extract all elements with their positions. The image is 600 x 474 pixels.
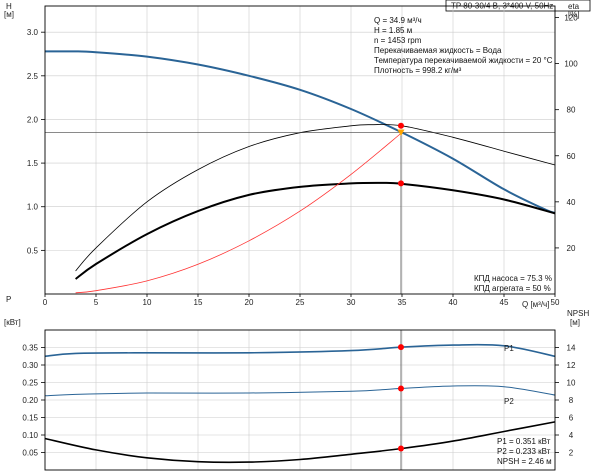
- lower-y-right-unit: [м]: [570, 318, 580, 327]
- lower-y-left-label: P: [6, 295, 11, 304]
- upper-curves: [44, 50, 556, 294]
- lower-y-left-tick-label: 0.35: [22, 344, 38, 353]
- info-fluid: Перекачиваемая жидкость = Вода: [374, 46, 502, 55]
- lower-y-left-tick-label: 0.25: [22, 379, 38, 388]
- info-density: Плотность = 998.2 кг/м³: [374, 66, 462, 75]
- lower-plot-frame: [44, 329, 556, 471]
- x-axis-tick-label: 25: [296, 298, 305, 307]
- lower-curves: [44, 330, 556, 470]
- x-axis-tick-label: 15: [194, 298, 203, 307]
- upper-y-right-unit: [%]: [568, 10, 580, 19]
- x-axis-tick-label: 20: [245, 298, 254, 307]
- upper-y-left-unit: [м]: [4, 10, 14, 19]
- info-temperature: Температура перекачиваемой жидкости = 20…: [374, 56, 553, 65]
- lower-tick-labels: 0.05 0.10 0.15 0.20 0.25 0.30 0.35 2 4 6 8 10 12 14: [22, 344, 576, 458]
- upper-y-left-tick-label: 3.0: [27, 28, 39, 37]
- unit-efficiency-curve: [74, 181, 556, 280]
- p1-marker: [397, 344, 404, 351]
- upper-y-left-tick-label: 1.5: [27, 159, 39, 168]
- lower-y-left-tick-label: 0.15: [22, 414, 38, 423]
- lower-y-left-tick-label: 0.20: [22, 396, 38, 405]
- x-axis-tick-label: 45: [500, 298, 509, 307]
- lower-y-right-tick-label: 14: [567, 344, 576, 353]
- efficiency-info: КПД насоса = 75.3 % КПД агрегата = 50 %: [474, 274, 552, 293]
- npsh-marker: [397, 445, 404, 452]
- lower-y-left-tick-label: 0.30: [22, 361, 38, 370]
- lower-y-left-unit: [кВт]: [4, 318, 21, 327]
- p2-curve-label: P2: [504, 397, 514, 406]
- upper-plot-frame: [44, 5, 556, 295]
- upper-y-left-tick-label: 1.0: [27, 203, 39, 212]
- lower-y-left-tick-label: 0.10: [22, 431, 38, 440]
- upper-y-right-tick-label: 80: [567, 106, 576, 115]
- system-curve: [75, 132, 403, 294]
- power-info: P1 = 0.351 кВт P2 = 0.233 кВт NPSH = 2.4…: [497, 437, 552, 466]
- x-axis-label: Q [м³/ч]: [522, 300, 549, 309]
- info-p1: P1 = 0.351 кВт: [497, 437, 551, 446]
- info-speed: n = 1453 rpm: [374, 36, 422, 45]
- p1-curve: [44, 343, 556, 358]
- info-npsh: NPSH = 2.46 м: [497, 457, 552, 466]
- upper-y-left-label: H: [6, 2, 12, 11]
- x-axis-tick-label: 30: [347, 298, 356, 307]
- p2-marker: [397, 385, 404, 392]
- pump-efficiency-curve: [75, 124, 556, 272]
- pump-efficiency-marker: [397, 122, 404, 129]
- title-box: [445, 0, 591, 12]
- lower-y-right-tick-label: 10: [567, 379, 576, 388]
- upper-y-right-tick-label: 120: [564, 14, 578, 23]
- upper-y-left-tick-label: 2.5: [27, 72, 39, 81]
- unit-efficiency-marker: [397, 180, 404, 187]
- upper-y-right-tick-label: 60: [567, 152, 576, 161]
- lower-y-right-tick-label: 2: [569, 449, 574, 458]
- lower-plot-area: 0.05 0.10 0.15 0.20 0.25 0.30 0.35 2 4 6 8 10 12 14: [22, 329, 576, 471]
- npsh-curve: [44, 421, 556, 464]
- x-axis-tick-label: 40: [449, 298, 458, 307]
- x-axis-tick-label: 5: [94, 298, 99, 307]
- lower-y-right-tick-label: 12: [567, 361, 576, 370]
- lower-y-right-tick-label: 6: [569, 414, 574, 423]
- info-p2: P2 = 0.233 кВт: [497, 447, 551, 456]
- upper-y-left-tick-label: 2.0: [27, 115, 39, 124]
- upper-y-right-tick-label: 100: [564, 60, 578, 69]
- upper-tick-labels: 0.5 1.0 1.5 2.0 2.5 3.0 20 40 60 80 100 120 0 5 10 15 20…: [27, 14, 578, 307]
- upper-y-right-tick-label: 20: [567, 244, 576, 253]
- info-flow: Q = 34.9 м³/ч: [374, 16, 422, 25]
- lower-y-right-tick-label: 8: [569, 396, 574, 405]
- duty-point-marker: [397, 129, 405, 137]
- lower-y-right-label: NPSH: [567, 309, 589, 318]
- x-axis-tick-label: 50: [551, 298, 560, 307]
- info-unit-efficiency: КПД агрегата = 50 %: [474, 284, 551, 293]
- p1-curve-label: P1: [504, 344, 514, 353]
- lower-y-left-tick-label: 0.05: [22, 449, 38, 458]
- upper-plot-area: 0.5 1.0 1.5 2.0 2.5 3.0 20 40 60 80 100 120 0 5 10 15 20…: [27, 5, 578, 307]
- upper-grid: [45, 6, 555, 294]
- upper-y-right-label: eta: [568, 2, 580, 11]
- upper-y-left-tick-label: 0.5: [27, 246, 39, 255]
- x-axis-tick-label: 10: [143, 298, 152, 307]
- duty-point-info: Q = 34.9 м³/ч H = 1.85 м n = 1453 rpm Пе…: [374, 16, 553, 75]
- p2-curve: [44, 385, 556, 397]
- lower-y-right-tick-label: 4: [569, 431, 574, 440]
- x-axis-tick-label: 0: [43, 298, 48, 307]
- info-head: H = 1.85 м: [374, 26, 412, 35]
- upper-y-right-tick-label: 40: [567, 198, 576, 207]
- x-axis-tick-label: 35: [398, 298, 407, 307]
- head-curve: [44, 50, 556, 214]
- info-pump-efficiency: КПД насоса = 75.3 %: [474, 274, 552, 283]
